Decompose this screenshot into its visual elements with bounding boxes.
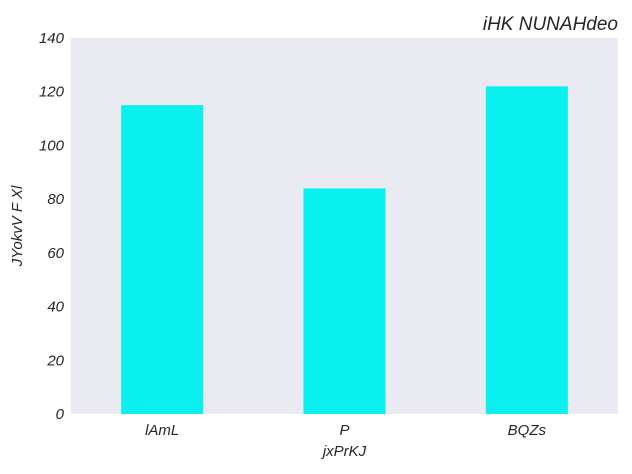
x-axis-label: jxPrKJ xyxy=(321,443,367,460)
y-tick-label: 140 xyxy=(39,30,65,47)
bar-P xyxy=(303,188,386,414)
y-tick-label: 20 xyxy=(46,352,64,369)
y-axis-ticks: 0 20 40 60 80 100 120 140 xyxy=(39,30,65,423)
y-tick-label: 80 xyxy=(47,191,64,208)
x-tick-label: lAmL xyxy=(145,422,179,439)
x-tick-label: P xyxy=(339,422,349,439)
bar-BQZs xyxy=(485,86,568,414)
bars-group xyxy=(121,86,568,415)
x-tick-label: BQZs xyxy=(508,422,547,439)
y-tick-label: 40 xyxy=(47,299,64,316)
x-axis-ticks: lAmL P BQZs xyxy=(145,422,546,439)
y-tick-label: 0 xyxy=(56,406,65,423)
y-axis-label: JYokvV F Xl xyxy=(9,185,26,267)
y-tick-label: 100 xyxy=(39,137,65,154)
y-tick-label: 120 xyxy=(39,84,65,101)
y-tick-label: 60 xyxy=(47,245,64,262)
chart-title: iHK NUNAHdeo xyxy=(483,14,618,35)
bar-lAmL xyxy=(121,105,204,415)
